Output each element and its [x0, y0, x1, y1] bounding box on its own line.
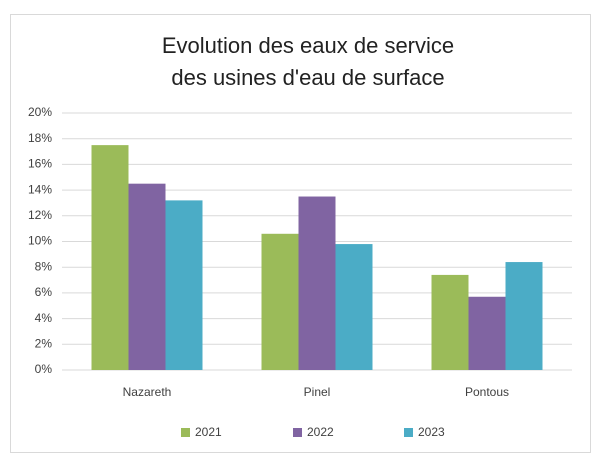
bar — [165, 200, 203, 370]
x-tick-label: Nazareth — [123, 385, 172, 399]
bar — [128, 183, 166, 370]
bar — [468, 296, 506, 370]
y-tick-label: 0% — [35, 362, 53, 376]
y-tick-label: 14% — [28, 182, 52, 196]
legend-swatch — [181, 428, 190, 437]
y-tick-label: 8% — [35, 259, 53, 273]
bar — [335, 244, 373, 370]
legend-label: 2023 — [418, 425, 445, 439]
bar — [298, 196, 336, 370]
bar — [431, 274, 469, 370]
legend-swatch — [293, 428, 302, 437]
legend-label: 2022 — [307, 425, 334, 439]
y-tick-label: 2% — [35, 336, 53, 350]
bar — [505, 262, 543, 370]
bar — [91, 145, 129, 370]
chart-title: des usines d'eau de surface — [171, 65, 444, 90]
chart-title: Evolution des eaux de service — [162, 33, 454, 58]
bar — [261, 233, 299, 370]
legend-swatch — [404, 428, 413, 437]
y-tick-label: 4% — [35, 311, 53, 325]
x-tick-label: Pontous — [465, 385, 509, 399]
y-tick-label: 10% — [28, 234, 52, 248]
x-tick-label: Pinel — [304, 385, 331, 399]
legend-label: 2021 — [195, 425, 222, 439]
y-tick-label: 16% — [28, 157, 52, 171]
y-tick-label: 20% — [28, 105, 52, 119]
y-tick-label: 18% — [28, 131, 52, 145]
y-tick-label: 12% — [28, 208, 52, 222]
y-tick-label: 6% — [35, 285, 53, 299]
